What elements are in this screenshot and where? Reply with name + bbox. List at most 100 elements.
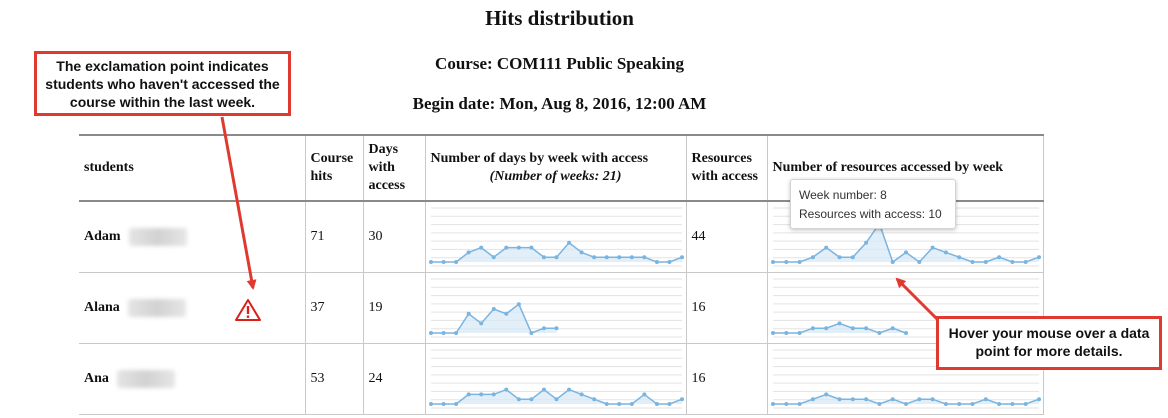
data-point[interactable]	[823, 392, 828, 397]
data-point[interactable]	[579, 250, 584, 255]
data-point[interactable]	[679, 255, 684, 260]
data-point[interactable]	[930, 397, 935, 402]
data-point[interactable]	[441, 402, 446, 406]
data-point[interactable]	[466, 311, 471, 316]
data-point[interactable]	[491, 392, 496, 397]
data-point[interactable]	[478, 321, 483, 326]
data-point[interactable]	[903, 331, 908, 335]
data-point[interactable]	[516, 245, 521, 250]
data-point[interactable]	[956, 402, 961, 406]
data-point[interactable]	[916, 397, 921, 402]
days-by-week-sparkline[interactable]	[426, 273, 687, 343]
data-point[interactable]	[983, 397, 988, 402]
data-point[interactable]	[823, 245, 828, 250]
data-point[interactable]	[797, 331, 802, 335]
data-point[interactable]	[996, 402, 1001, 406]
course-hits-header[interactable]: Course hits	[304, 134, 364, 202]
data-point[interactable]	[903, 402, 908, 406]
data-point[interactable]	[837, 397, 841, 402]
data-point[interactable]	[770, 402, 775, 406]
data-point[interactable]	[604, 255, 609, 260]
data-point[interactable]	[453, 260, 458, 264]
data-point[interactable]	[591, 397, 596, 402]
data-point[interactable]	[1036, 255, 1041, 260]
data-point[interactable]	[666, 260, 671, 264]
data-point[interactable]	[970, 402, 974, 406]
data-point[interactable]	[491, 255, 496, 260]
days-by-week-sparkline[interactable]	[426, 202, 687, 272]
data-point[interactable]	[1009, 260, 1014, 264]
data-point[interactable]	[1023, 260, 1028, 264]
data-point[interactable]	[850, 255, 855, 260]
data-point[interactable]	[810, 255, 815, 260]
data-point[interactable]	[441, 260, 446, 264]
data-point[interactable]	[1009, 402, 1014, 406]
student-name[interactable]: Adam	[84, 229, 121, 245]
data-point[interactable]	[428, 331, 433, 335]
data-point[interactable]	[797, 402, 802, 406]
data-point[interactable]	[903, 250, 908, 255]
data-point[interactable]	[810, 326, 815, 331]
data-point[interactable]	[441, 331, 446, 335]
data-point[interactable]	[516, 397, 521, 402]
data-point[interactable]	[453, 402, 458, 406]
data-point[interactable]	[641, 392, 646, 397]
data-point[interactable]	[591, 255, 596, 260]
student-name[interactable]: Ana	[84, 371, 109, 387]
data-point[interactable]	[478, 392, 483, 397]
data-point[interactable]	[428, 402, 433, 406]
data-point[interactable]	[850, 326, 855, 331]
data-point[interactable]	[503, 387, 508, 392]
data-point[interactable]	[641, 255, 646, 260]
data-point[interactable]	[654, 260, 659, 264]
data-point[interactable]	[930, 245, 935, 250]
data-point[interactable]	[528, 245, 533, 250]
data-point[interactable]	[970, 260, 974, 264]
data-point[interactable]	[783, 402, 788, 406]
data-point[interactable]	[770, 331, 775, 335]
data-point[interactable]	[916, 260, 921, 264]
data-point[interactable]	[837, 321, 841, 326]
days-by-week-sparkline[interactable]	[426, 344, 687, 414]
data-point[interactable]	[890, 326, 895, 331]
data-point[interactable]	[943, 250, 948, 255]
data-point[interactable]	[863, 326, 868, 331]
data-point[interactable]	[616, 255, 621, 260]
data-point[interactable]	[850, 397, 855, 402]
data-point[interactable]	[956, 255, 961, 260]
data-point[interactable]	[616, 402, 621, 406]
data-point[interactable]	[783, 260, 788, 264]
resources-with-access-header[interactable]: Resources with access	[685, 134, 768, 202]
data-point[interactable]	[837, 255, 841, 260]
data-point[interactable]	[604, 402, 609, 406]
data-point[interactable]	[996, 255, 1001, 260]
data-point[interactable]	[554, 326, 558, 331]
data-point[interactable]	[579, 392, 584, 397]
data-point[interactable]	[654, 402, 659, 406]
data-point[interactable]	[566, 240, 571, 245]
data-point[interactable]	[1036, 397, 1041, 402]
data-point[interactable]	[491, 307, 496, 311]
data-point[interactable]	[566, 387, 571, 392]
data-point[interactable]	[629, 255, 634, 260]
data-point[interactable]	[554, 397, 558, 402]
data-point[interactable]	[554, 255, 558, 260]
data-point[interactable]	[797, 260, 802, 264]
data-point[interactable]	[890, 260, 895, 264]
data-point[interactable]	[770, 260, 775, 264]
data-point[interactable]	[478, 245, 483, 250]
data-point[interactable]	[783, 331, 788, 335]
data-point[interactable]	[1023, 402, 1028, 406]
resources-by-week-sparkline[interactable]	[768, 202, 1044, 272]
data-point[interactable]	[876, 331, 881, 335]
data-point[interactable]	[503, 311, 508, 316]
data-point[interactable]	[528, 331, 533, 335]
data-point[interactable]	[679, 397, 684, 402]
data-point[interactable]	[666, 402, 671, 406]
data-point[interactable]	[541, 255, 546, 260]
data-point[interactable]	[541, 326, 546, 331]
data-point[interactable]	[876, 402, 881, 406]
data-point[interactable]	[629, 402, 634, 406]
students-header[interactable]: students	[79, 134, 306, 202]
data-point[interactable]	[466, 250, 471, 255]
